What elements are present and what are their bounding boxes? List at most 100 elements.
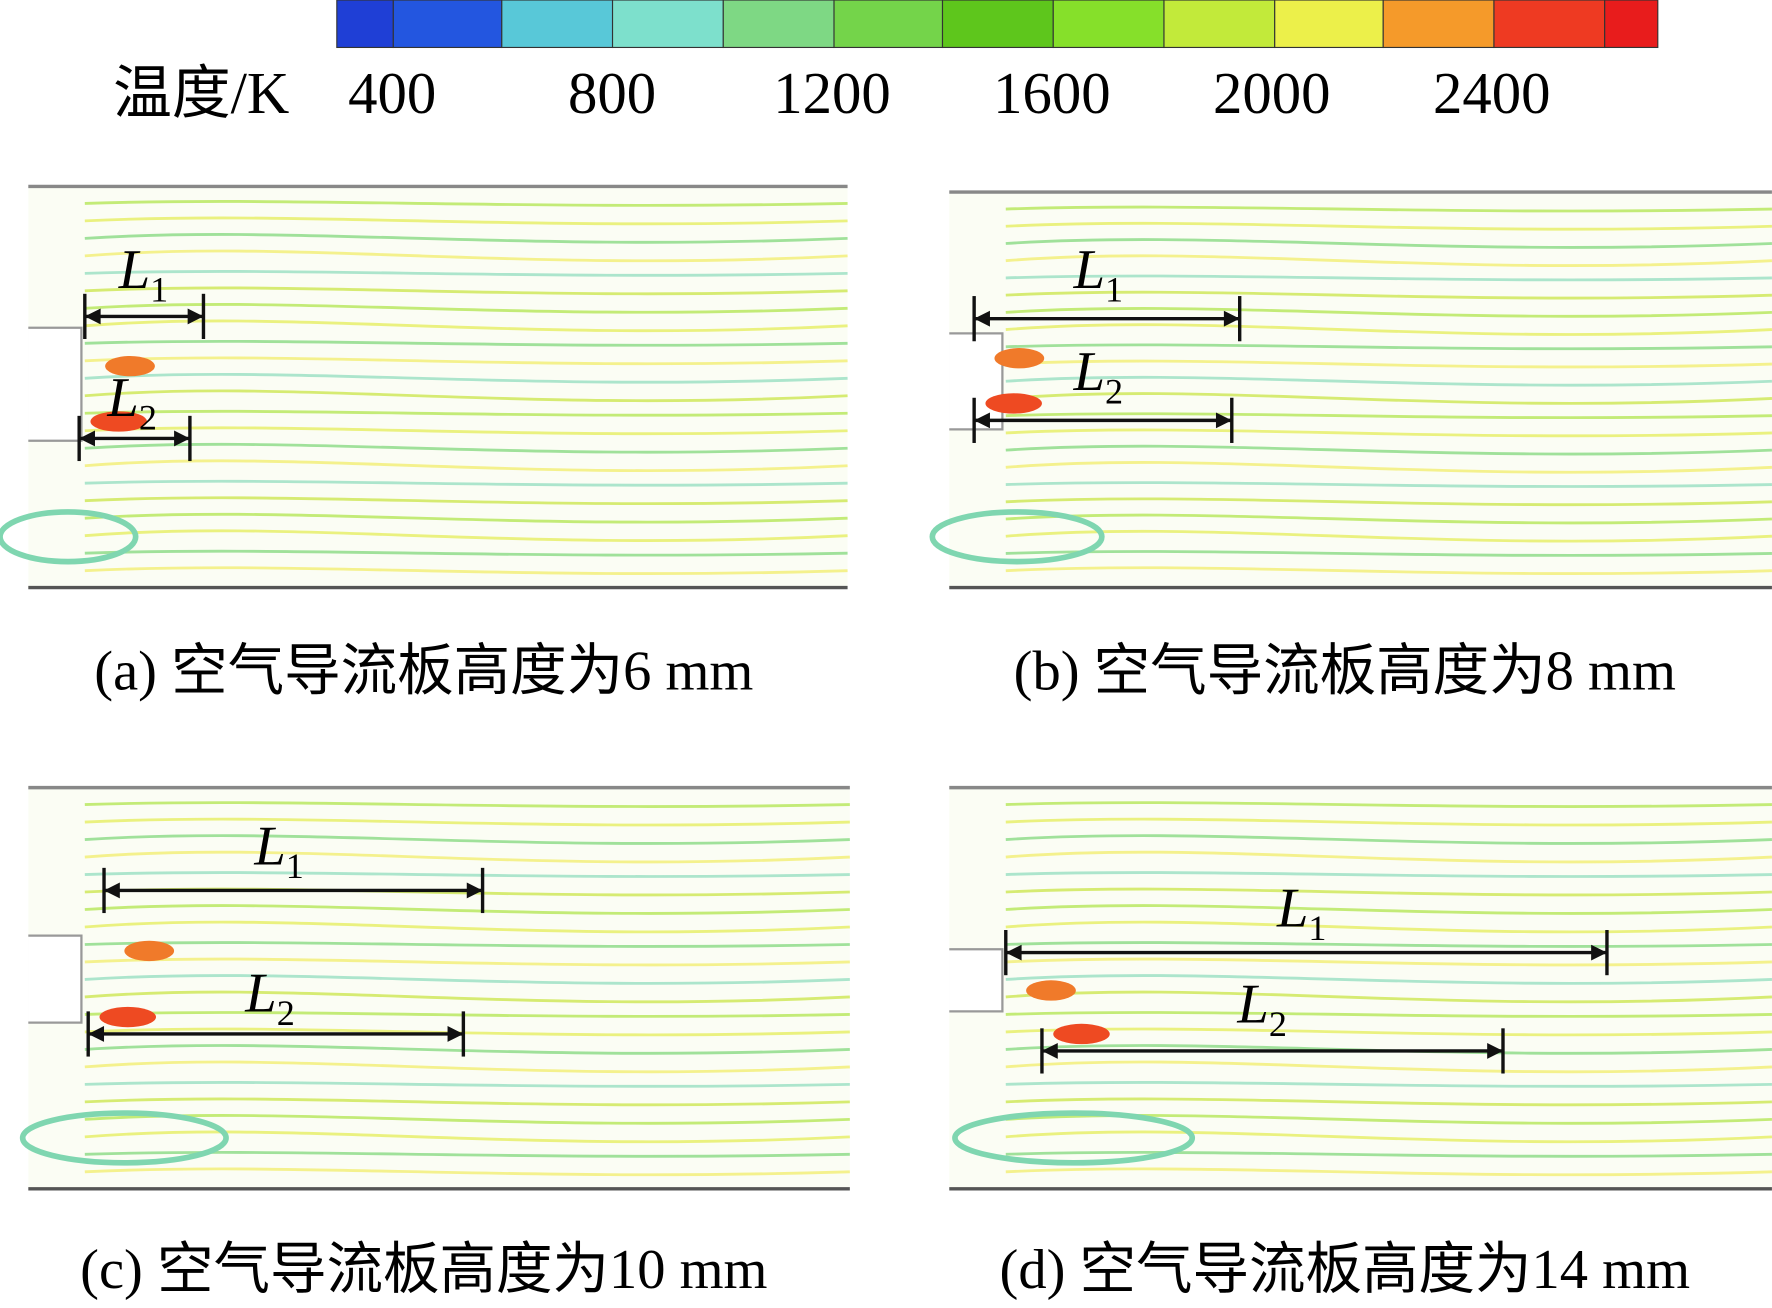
length-subscript: 2: [1269, 1004, 1287, 1044]
streamline: [1005, 834, 1772, 845]
streamline: [1005, 817, 1772, 827]
streamline: [84, 479, 848, 487]
streamline: [1005, 238, 1772, 249]
panel-background: [28, 186, 848, 588]
streamline: [1005, 957, 1772, 967]
streamline: [84, 566, 848, 576]
streamline: [1005, 1081, 1772, 1088]
streamline: [84, 372, 848, 384]
panel-caption: (d) 空气导流板高度为14 mm: [1000, 1239, 1691, 1301]
hot-spot: [124, 940, 175, 962]
streamline: [84, 512, 848, 524]
length-subscript: 2: [1105, 371, 1123, 411]
colorbar-segment: [392, 0, 503, 49]
length-label: L2: [244, 962, 295, 1033]
length-symbol: L: [106, 367, 138, 429]
colorbar-tick-label: 800: [568, 61, 656, 126]
streamline: [84, 1044, 850, 1055]
colorbar-segment: [501, 0, 614, 49]
streamline: [1005, 497, 1772, 507]
length-subscript: 1: [1308, 908, 1326, 948]
streamline: [84, 496, 848, 506]
streamline: [1005, 205, 1772, 213]
streamline: [84, 834, 850, 845]
streamline: [1005, 1150, 1772, 1158]
streamline: [1005, 801, 1772, 808]
streamline: [84, 920, 850, 934]
colorbar-label: 温度/K: [113, 61, 289, 126]
streamline: [84, 801, 850, 808]
vortex: [19, 1110, 229, 1166]
streamline: [84, 941, 850, 948]
streamline: [1005, 412, 1772, 420]
streamline: [1005, 1060, 1772, 1074]
colorbar-segment: [1493, 0, 1606, 49]
colorbar-ticks: 400 800 1200 1600 2000 2400: [348, 61, 1550, 126]
streamline: [1005, 513, 1772, 525]
streamline: [84, 409, 848, 417]
length-label: L2: [1073, 341, 1124, 412]
streamline: [84, 216, 848, 226]
length-subscript: 1: [1105, 270, 1123, 310]
streamline: [1005, 359, 1772, 369]
panel-caption: (c) 空气导流板高度为10 mm: [80, 1239, 767, 1301]
vortex: [952, 1110, 1196, 1166]
streamline: [1005, 481, 1772, 488]
streamline: [1005, 428, 1772, 438]
hot-spot: [105, 355, 155, 377]
panel-background: [28, 787, 850, 1189]
streamline: [84, 200, 848, 207]
length-subscript: 1: [286, 846, 304, 886]
length-subscript: 2: [277, 993, 295, 1033]
vortex: [0, 509, 139, 565]
length-symbol: L: [118, 239, 150, 301]
streamline: [1005, 290, 1772, 300]
streamline: [1005, 850, 1772, 864]
streamline: [84, 303, 848, 314]
streamline: [1005, 221, 1772, 231]
streamline: [84, 1167, 850, 1177]
streamline: [84, 269, 848, 277]
length-symbol: L: [244, 962, 276, 1024]
streamline: [1005, 343, 1772, 351]
streamline: [84, 339, 848, 347]
streamline: [1005, 375, 1772, 387]
streamline: [84, 974, 850, 985]
length-symbol: L: [1236, 974, 1268, 1036]
streamline: [84, 1150, 850, 1158]
length-subscript: 1: [150, 270, 168, 310]
streamline: [1005, 566, 1772, 576]
streamline: [84, 904, 850, 915]
length-label: L1: [1073, 239, 1124, 310]
length-label: L1: [1276, 878, 1327, 949]
length-label: L1: [253, 815, 304, 886]
streamline: [1005, 254, 1772, 268]
streamline: [84, 1081, 850, 1088]
length-label: L2: [1236, 974, 1287, 1045]
colorbar-segment: [1163, 0, 1276, 49]
streamline: [84, 817, 850, 827]
streamline: [1005, 274, 1772, 282]
length-subscript: 2: [139, 397, 157, 437]
panel-caption: (a) 空气导流板高度为6 mm: [94, 640, 753, 702]
length-symbol: L: [253, 815, 285, 877]
streamline: [1005, 871, 1772, 878]
colorbar-segment: [722, 0, 835, 49]
streamline: [84, 990, 850, 1004]
streamline: [1005, 444, 1772, 456]
vortex: [929, 509, 1105, 565]
streamline: [84, 529, 848, 542]
colorbar-tick-label: 2000: [1213, 61, 1331, 126]
streamline: [84, 459, 848, 473]
streamline: [84, 850, 850, 864]
streamline: [1005, 904, 1772, 915]
streamline: [1005, 1011, 1772, 1018]
colorbar-tick-label: 2400: [1433, 61, 1551, 126]
streamline: [84, 871, 850, 878]
streamline: [1005, 1097, 1772, 1107]
hot-spot: [1053, 1023, 1110, 1045]
